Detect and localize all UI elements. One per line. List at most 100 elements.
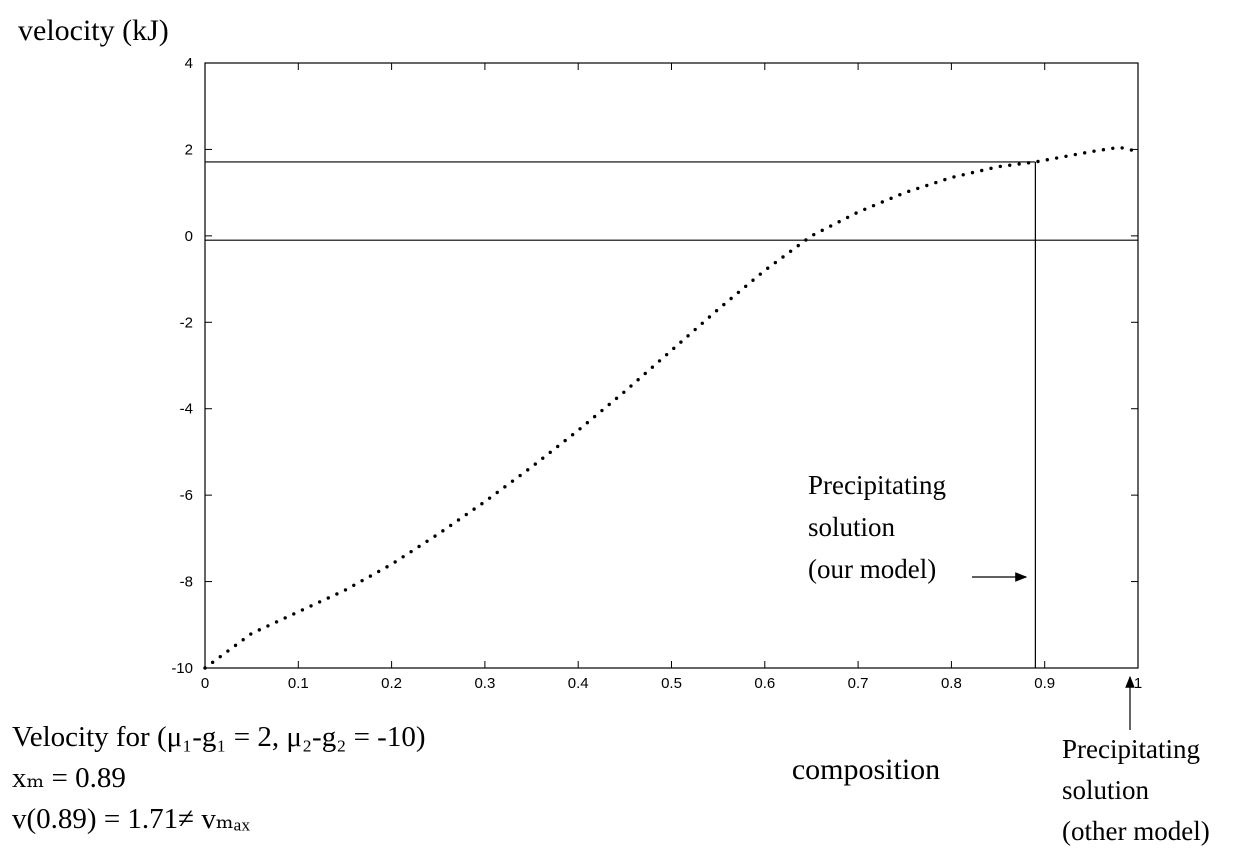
curve-point [487, 496, 492, 500]
curve-point [548, 450, 552, 455]
curve-point [360, 578, 364, 583]
curve-point [433, 534, 437, 538]
curve-point [1082, 151, 1087, 155]
curve-point [804, 238, 808, 242]
curve-point [241, 638, 245, 642]
caption-line3: v(0.89) = 1.71≠ vₘₐₓ [12, 803, 251, 835]
curve-point [672, 346, 676, 351]
x-tick-label: 0.4 [568, 675, 589, 692]
curve-point [916, 186, 920, 191]
x-tick-label: 0.1 [288, 675, 309, 692]
curve-point [274, 620, 279, 624]
curve-point [898, 192, 902, 197]
curve-point [788, 249, 793, 253]
x-tick-label: 0.5 [661, 675, 682, 692]
curve-point [555, 444, 560, 449]
curve-point [510, 479, 515, 483]
curve-point [854, 211, 858, 215]
curve-point [622, 390, 626, 394]
curve-point [343, 588, 348, 592]
curve-point [837, 220, 841, 224]
curve-point [417, 544, 421, 549]
curve-point [871, 203, 876, 208]
curve-point [907, 189, 911, 194]
curve-point [335, 592, 339, 596]
curve-point [401, 555, 405, 559]
curve-point [464, 512, 468, 517]
y-tick-label: 0 [185, 228, 193, 245]
curve-point [495, 490, 499, 495]
curve-point [989, 166, 993, 171]
curve-point [1036, 159, 1040, 164]
curve-point [518, 473, 522, 478]
curve-point [592, 414, 597, 419]
y-axis-label: velocity (kJ) [18, 14, 169, 47]
curve-point [758, 272, 763, 276]
curve-point [820, 228, 824, 233]
annotation-our-model-line2: solution [808, 512, 896, 542]
curve-point [480, 502, 484, 506]
annotation-other-model: Precipitating solution (other model) [1062, 675, 1210, 846]
x-tick-label: 1 [1134, 675, 1142, 692]
curve-point [781, 255, 785, 259]
curve-point [570, 433, 575, 437]
curve-point [614, 396, 619, 401]
curve-point [218, 654, 222, 659]
curve-point [607, 402, 611, 407]
x-tick-label: 0.3 [474, 675, 495, 692]
curve-point [751, 278, 755, 282]
curve-point [693, 327, 697, 332]
x-tick-label: 0.6 [754, 675, 775, 692]
curve-point [317, 600, 322, 604]
curve-point [563, 438, 567, 443]
curve-point [249, 632, 253, 636]
curve-point [961, 173, 965, 177]
curve-point [863, 207, 867, 212]
x-axis-label: composition [792, 753, 940, 786]
y-tick-label: -2 [180, 314, 193, 331]
curve-point [233, 643, 238, 648]
curve-point [456, 518, 461, 522]
curve-point [448, 523, 453, 528]
curve-point [1111, 146, 1115, 150]
curve-point [952, 175, 956, 179]
curve-point [309, 604, 313, 608]
x-tick-label: 0.9 [1034, 675, 1055, 692]
y-tick-label: -8 [180, 574, 193, 591]
curve-point [657, 359, 662, 363]
curve-point [889, 196, 893, 201]
curve-point [541, 456, 545, 460]
x-tick-label: 0 [201, 675, 209, 692]
y-tick-label: 4 [185, 55, 193, 72]
curve-point [292, 612, 296, 616]
curve-point [210, 660, 215, 665]
curve-point [578, 427, 582, 431]
curve-point [533, 462, 538, 466]
curve-point [980, 168, 984, 173]
curve-point [326, 596, 330, 600]
curve-point [1129, 148, 1134, 152]
curve-point [679, 340, 683, 344]
curve-point [300, 608, 305, 612]
annotation-our-model-line1: Precipitating [808, 470, 946, 500]
plot-frame [204, 62, 1139, 669]
curve-point [1017, 162, 1021, 166]
curve-point [1092, 149, 1096, 153]
curve-point [934, 180, 938, 185]
annotation-other-model-line3: (other model) [1062, 816, 1210, 846]
curve-point [845, 215, 850, 220]
curve-point [600, 408, 604, 413]
annotation-other-model-line2: solution [1062, 775, 1150, 805]
curve-point [585, 421, 590, 425]
curve-point [226, 649, 230, 653]
y-tick-label: 2 [185, 141, 193, 158]
curve-point [1120, 146, 1124, 150]
caption: Velocity for (μ₁-g₁ = 2, μ₂-g₂ = -10) xₘ… [12, 721, 426, 835]
curve-point [283, 616, 287, 620]
curve-point [636, 378, 640, 382]
curve-point [385, 565, 389, 569]
curve-point [368, 574, 373, 578]
curve-point [1064, 154, 1068, 158]
curve-point [812, 232, 816, 237]
